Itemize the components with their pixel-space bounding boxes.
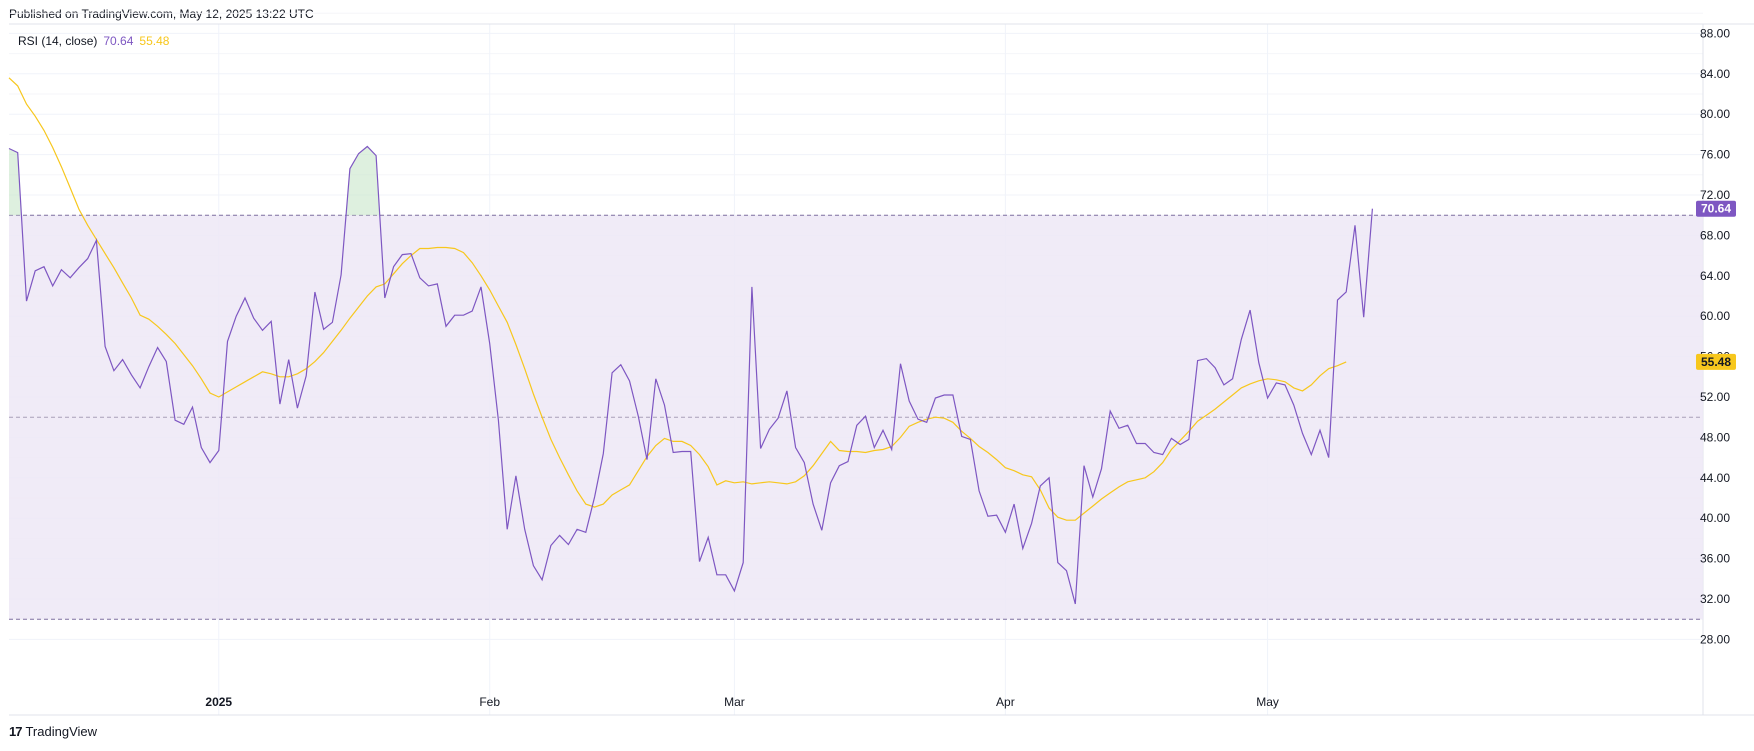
x-tick-label: 2025: [205, 695, 232, 709]
y-tick-label: 84.00: [1700, 67, 1730, 81]
y-tick-label: 64.00: [1700, 269, 1730, 283]
y-tick-label: 52.00: [1700, 390, 1730, 404]
x-axis-labels: 2025 Feb Mar Apr May: [205, 695, 1278, 709]
y-tick-label: 32.00: [1700, 592, 1730, 606]
y-tick-label: 36.00: [1700, 552, 1730, 566]
ma-series-line: [8, 77, 1347, 521]
overbought-fill: [346, 146, 380, 216]
y-axis-labels: 88.00 84.00 80.00 76.00 72.00 68.00 64.00 60.00…: [1700, 26, 1730, 646]
y-tick-label: 80.00: [1700, 107, 1730, 121]
legend-rsi-value: 70.64: [103, 34, 134, 48]
legend-title: RSI (14, close): [18, 34, 98, 48]
tradingview-logo[interactable]: 17 TradingView: [9, 724, 97, 739]
y-tick-label: 44.00: [1700, 471, 1730, 485]
y-tick-label: 48.00: [1700, 430, 1730, 444]
indicator-legend: RSI (14, close) 70.64 55.48: [18, 34, 169, 48]
y-tick-label: 88.00: [1700, 26, 1730, 40]
x-tick-label: Feb: [479, 695, 500, 709]
price-tags: 70.64 55.48: [1696, 200, 1736, 370]
tradingview-logo-icon: 17: [9, 724, 23, 739]
rsi-price-tag-bg: [1696, 200, 1736, 217]
x-tick-label: Apr: [996, 695, 1015, 709]
y-tick-label: 40.00: [1700, 511, 1730, 525]
x-tick-label: May: [1256, 695, 1279, 709]
tradingview-brand-text: TradingView: [25, 724, 98, 739]
y-tick-label: 68.00: [1700, 228, 1730, 242]
rsi-price-tag-text: 70.64: [1701, 202, 1731, 216]
overbought-fills: [9, 146, 1373, 216]
published-caption: Published on TradingView.com, May 12, 20…: [9, 7, 314, 21]
rsi-series-line: [8, 145, 1373, 605]
ma-price-tag-bg: [1696, 353, 1736, 370]
x-tick-label: Mar: [724, 695, 745, 709]
y-tick-label: 76.00: [1700, 148, 1730, 162]
ma-price-tag-text: 55.48: [1701, 355, 1731, 369]
legend-ma-value: 55.48: [139, 34, 170, 48]
y-tick-label: 60.00: [1700, 309, 1730, 323]
y-tick-label: 28.00: [1700, 632, 1730, 646]
y-tick-label: 72.00: [1700, 188, 1730, 202]
